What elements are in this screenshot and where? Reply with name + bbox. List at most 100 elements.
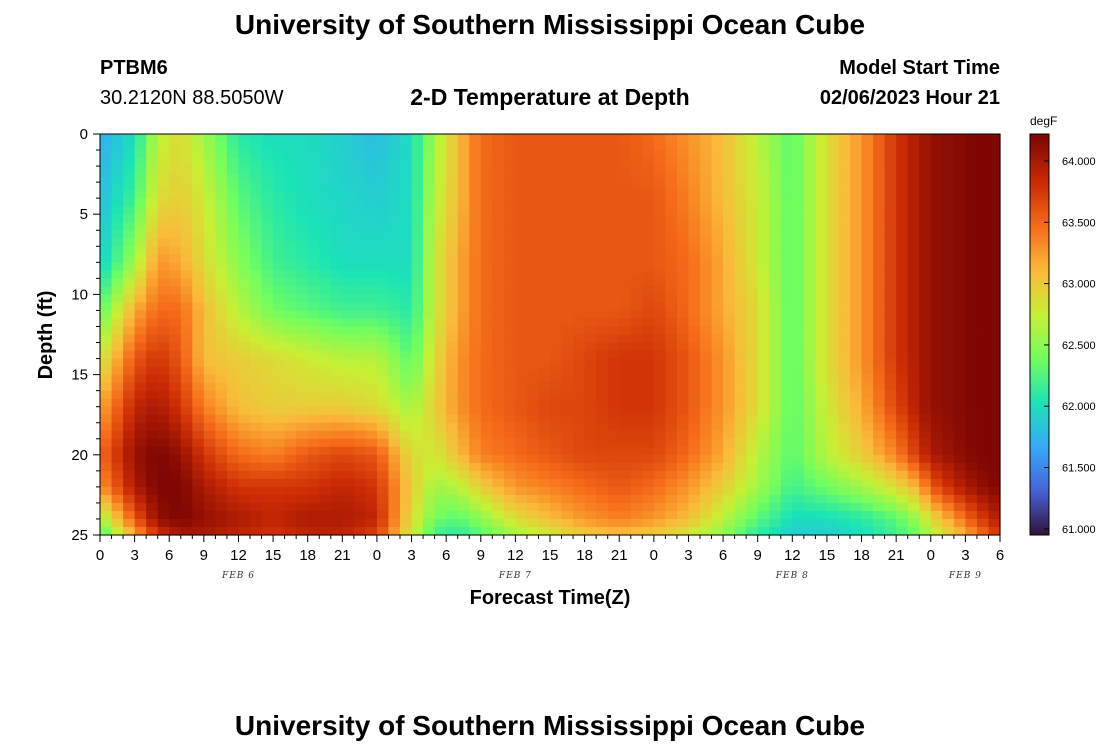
heatmap-cell bbox=[711, 150, 724, 159]
heatmap-cell bbox=[434, 230, 447, 239]
heatmap-cell bbox=[307, 326, 320, 336]
heatmap-cell bbox=[146, 238, 159, 247]
heatmap-cell bbox=[630, 358, 643, 368]
heatmap-cell bbox=[907, 174, 920, 183]
heatmap-cell bbox=[526, 518, 540, 528]
heatmap-cell bbox=[307, 350, 320, 360]
heatmap-cell bbox=[400, 246, 413, 255]
heatmap-cell bbox=[723, 374, 736, 384]
heatmap-cell bbox=[250, 358, 263, 368]
heatmap-cell bbox=[930, 246, 943, 255]
heatmap-cell bbox=[919, 150, 932, 159]
heatmap-cell bbox=[538, 478, 551, 488]
heatmap-cell bbox=[515, 430, 528, 440]
heatmap-cell bbox=[734, 166, 747, 175]
heatmap-cell bbox=[469, 518, 482, 528]
heatmap-cell bbox=[550, 310, 563, 320]
heatmap-cell bbox=[526, 462, 540, 472]
heatmap-cell bbox=[273, 454, 286, 464]
heatmap-cell bbox=[792, 526, 805, 536]
heatmap-cell bbox=[215, 246, 228, 255]
heatmap-cell bbox=[838, 470, 851, 480]
heatmap-cell bbox=[503, 358, 516, 368]
heatmap-cell bbox=[596, 334, 609, 344]
heatmap-cell bbox=[907, 294, 920, 304]
heatmap-cell bbox=[942, 398, 955, 408]
heatmap-cell bbox=[723, 198, 736, 207]
heatmap-cell bbox=[723, 190, 736, 199]
heatmap-cell bbox=[573, 166, 586, 175]
heatmap-cell bbox=[642, 518, 655, 528]
heatmap-cell bbox=[965, 502, 978, 512]
heatmap-cell bbox=[261, 414, 274, 424]
heatmap-cell bbox=[642, 366, 655, 376]
heatmap-cell bbox=[873, 206, 886, 215]
heatmap-cell bbox=[480, 150, 493, 159]
heatmap-cell bbox=[919, 294, 932, 304]
heatmap-cell bbox=[884, 470, 897, 480]
heatmap-cell bbox=[284, 270, 297, 279]
heatmap-cell bbox=[907, 454, 920, 464]
heatmap-cell bbox=[780, 310, 793, 320]
heatmap-cell bbox=[930, 238, 943, 247]
heatmap-cell bbox=[884, 502, 897, 512]
heatmap-cell bbox=[342, 222, 355, 231]
heatmap-cell bbox=[573, 366, 586, 376]
heatmap-cell bbox=[653, 166, 666, 175]
heatmap-cell bbox=[111, 382, 124, 392]
heatmap-cell bbox=[561, 518, 574, 528]
heatmap-cell bbox=[296, 198, 309, 207]
heatmap-cell bbox=[676, 238, 690, 247]
heatmap-cell bbox=[538, 462, 551, 472]
heatmap-cell bbox=[630, 238, 643, 247]
heatmap-cell bbox=[503, 206, 516, 215]
heatmap-cell bbox=[665, 294, 678, 304]
heatmap-cell bbox=[400, 294, 413, 304]
heatmap-cell bbox=[111, 206, 124, 215]
heatmap-cell bbox=[226, 422, 240, 432]
heatmap-cell bbox=[146, 526, 159, 536]
heatmap-cell bbox=[630, 206, 643, 215]
heatmap-cell bbox=[146, 470, 159, 480]
heatmap-cell bbox=[365, 238, 378, 247]
heatmap-cell bbox=[296, 190, 309, 199]
heatmap-cell bbox=[930, 454, 943, 464]
heatmap-cell bbox=[619, 230, 632, 239]
heatmap-cell bbox=[769, 302, 782, 312]
heatmap-cell bbox=[388, 214, 401, 223]
x-tick-label: 18 bbox=[853, 547, 870, 564]
heatmap-cell bbox=[596, 222, 609, 231]
heatmap-cell bbox=[146, 358, 159, 368]
heatmap-cell bbox=[688, 390, 701, 400]
heatmap-cell bbox=[250, 326, 263, 336]
heatmap-cell bbox=[815, 350, 828, 360]
heatmap-cell bbox=[480, 182, 493, 191]
heatmap-cell bbox=[330, 150, 343, 159]
heatmap-cell bbox=[596, 446, 609, 456]
heatmap-cell bbox=[411, 454, 424, 464]
heatmap-cell bbox=[503, 510, 516, 520]
heatmap-cell bbox=[965, 302, 978, 312]
heatmap-cell bbox=[492, 430, 505, 440]
heatmap-cell bbox=[873, 190, 886, 199]
heatmap-cell bbox=[953, 358, 966, 368]
heatmap-cell bbox=[803, 326, 816, 336]
heatmap-cell bbox=[573, 438, 586, 448]
heatmap-cell bbox=[700, 494, 713, 504]
heatmap-cell bbox=[469, 350, 482, 360]
x-tick-label: 15 bbox=[819, 547, 836, 564]
heatmap-cell bbox=[838, 350, 851, 360]
heatmap-cell bbox=[746, 262, 759, 271]
heatmap-cell bbox=[907, 430, 920, 440]
heatmap-cell bbox=[203, 134, 216, 143]
heatmap-cell bbox=[757, 358, 770, 368]
heatmap-cell bbox=[873, 382, 886, 392]
heatmap-cell bbox=[192, 510, 205, 520]
heatmap-cell bbox=[907, 182, 920, 191]
heatmap-cell bbox=[884, 158, 897, 167]
heatmap-cell bbox=[873, 302, 886, 312]
heatmap-cell bbox=[838, 414, 851, 424]
heatmap-cell bbox=[446, 270, 459, 279]
heatmap-cell bbox=[815, 526, 828, 536]
heatmap-cell bbox=[423, 142, 436, 151]
